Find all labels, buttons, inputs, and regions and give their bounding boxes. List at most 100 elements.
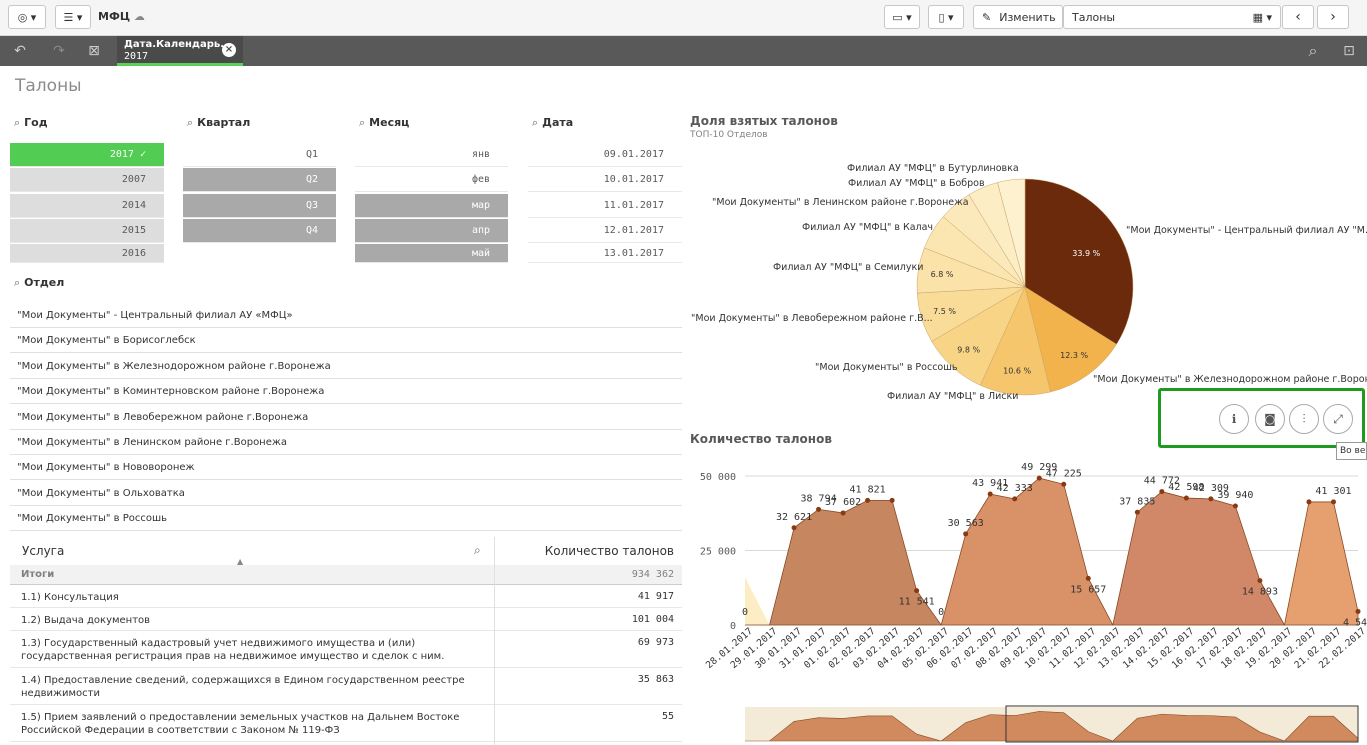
- snapshot-button[interactable]: ◙: [1255, 404, 1285, 434]
- column-header-service[interactable]: Услуга: [22, 544, 65, 558]
- table-row[interactable]: 1.5) Прием заявлений о предоставлении зе…: [10, 705, 682, 742]
- search-icon[interactable]: ⌕: [1308, 41, 1318, 60]
- data-point[interactable]: [1232, 503, 1238, 509]
- listbox-item[interactable]: 10.01.2017: [528, 168, 682, 193]
- table-row[interactable]: 1.2) Выдача документов 101 004: [10, 608, 682, 631]
- table-row[interactable]: 1.3) Государственный кадастровый учет не…: [10, 631, 682, 668]
- data-point[interactable]: [1159, 489, 1165, 495]
- data-point[interactable]: [1257, 578, 1263, 584]
- listbox-item[interactable]: Q3: [183, 193, 336, 218]
- list-item[interactable]: "Мои Документы" в Левобережном районе г.…: [10, 405, 682, 430]
- listbox-item[interactable]: 2015: [10, 218, 164, 243]
- listbox-item[interactable]: 2017 ✓: [10, 143, 164, 167]
- listbox-item[interactable]: 09.01.2017: [528, 143, 682, 167]
- story-button[interactable]: ▭ ▾: [884, 5, 920, 29]
- data-label: 44 772: [1144, 476, 1180, 487]
- column-header-count[interactable]: Количество талонов: [544, 544, 674, 558]
- listbox-item[interactable]: 2007: [10, 168, 164, 193]
- pie-slice[interactable]: [1024, 286, 1117, 393]
- search-icon: ⌕: [14, 276, 21, 289]
- step-back-icon[interactable]: ↶: [14, 43, 26, 59]
- list-item[interactable]: "Мои Документы" в Ленинском районе г.Вор…: [10, 430, 682, 455]
- data-point[interactable]: [1085, 575, 1091, 581]
- list-item[interactable]: "Мои Документы" в Россошь: [10, 506, 682, 532]
- bookmark-button[interactable]: ▯ ▾: [928, 5, 964, 29]
- next-sheet-button[interactable]: ›: [1317, 5, 1349, 29]
- list-item[interactable]: "Мои Документы" в Нововоронеж: [10, 455, 682, 481]
- data-label: 42 333: [997, 483, 1033, 494]
- filter-title-department[interactable]: ⌕ Отдел: [14, 276, 65, 289]
- list-item[interactable]: "Мои Документы" в Коминтерновском районе…: [10, 379, 682, 405]
- column-search-icon[interactable]: ⌕: [474, 543, 481, 557]
- data-point[interactable]: [889, 497, 895, 503]
- fullscreen-button[interactable]: ⤢: [1323, 404, 1353, 434]
- filter-title-quarter[interactable]: ⌕ Квартал: [187, 116, 251, 129]
- data-point[interactable]: [1036, 475, 1042, 481]
- close-icon[interactable]: ×: [222, 43, 236, 57]
- area-series-segment[interactable]: [1283, 501, 1359, 626]
- camera-icon: ◙: [1264, 412, 1276, 426]
- table-row[interactable]: 1.1) Консультация 41 917: [10, 585, 682, 608]
- edit-button[interactable]: ✎ Изменить: [973, 5, 1063, 29]
- list-item[interactable]: "Мои Документы" в Борисоглебск: [10, 328, 682, 354]
- listbox-item[interactable]: Q1: [183, 143, 336, 167]
- data-point[interactable]: [1208, 496, 1214, 502]
- filter-title-date[interactable]: ⌕ Дата: [532, 116, 574, 129]
- listbox-item[interactable]: 2016: [10, 244, 164, 263]
- exploration-button[interactable]: ⫶: [1289, 404, 1319, 434]
- navigation-menu-button[interactable]: ◎ ▾: [8, 5, 46, 29]
- previous-sheet-button[interactable]: ‹: [1282, 5, 1314, 29]
- info-button[interactable]: ℹ: [1219, 404, 1249, 434]
- data-point[interactable]: [791, 525, 797, 531]
- sheet-selector[interactable]: Талоны ▦ ▾: [1063, 5, 1281, 29]
- listbox-item[interactable]: мар: [355, 193, 508, 218]
- pie-slice[interactable]: [997, 178, 1026, 288]
- pie-slice[interactable]: [1024, 178, 1134, 345]
- listbox-item[interactable]: 11.01.2017: [528, 193, 682, 218]
- data-point[interactable]: [1183, 495, 1189, 501]
- listbox-item[interactable]: Q2: [183, 168, 336, 193]
- cell-service: 1.2) Выдача документов: [21, 615, 151, 626]
- data-point[interactable]: [1012, 496, 1018, 502]
- area-chart-title: Количество талонов: [690, 432, 832, 446]
- data-point[interactable]: [840, 510, 846, 516]
- search-icon: ⌕: [532, 116, 539, 129]
- listbox-item[interactable]: 12.01.2017: [528, 218, 682, 243]
- listbox-item[interactable]: 2014: [10, 193, 164, 218]
- listbox-item[interactable]: янв: [355, 143, 508, 167]
- data-point[interactable]: [914, 588, 920, 594]
- selections-tool-icon[interactable]: ⊡: [1343, 43, 1355, 59]
- step-forward-icon[interactable]: ↷: [53, 43, 65, 59]
- pie-slice[interactable]: [979, 286, 1051, 396]
- mini-chart-selection-window[interactable]: [1005, 705, 1359, 743]
- data-point[interactable]: [1061, 481, 1067, 487]
- data-point[interactable]: [816, 506, 822, 512]
- expand-icon: ⤢: [1333, 412, 1343, 426]
- filter-title-year[interactable]: ⌕ Год: [14, 116, 48, 129]
- data-point[interactable]: [987, 491, 993, 497]
- clear-selections-icon[interactable]: ⊠: [88, 43, 100, 59]
- listbox-item[interactable]: апр: [355, 218, 508, 243]
- data-point[interactable]: [865, 497, 871, 503]
- listbox-item[interactable]: 13.01.2017: [528, 244, 682, 263]
- global-menu-button[interactable]: ☰ ▾: [55, 5, 91, 29]
- data-point[interactable]: [1134, 509, 1140, 515]
- data-point[interactable]: [1306, 499, 1312, 505]
- list-item[interactable]: "Мои Документы" - Центральный филиал АУ …: [10, 303, 682, 328]
- selection-chip[interactable]: Дата.Календарь... 2017 ×: [117, 36, 243, 66]
- area-series-segment[interactable]: [940, 477, 1114, 626]
- listbox-item[interactable]: фев: [355, 168, 508, 193]
- app-title: МФЦ ☁: [98, 10, 145, 23]
- data-point[interactable]: [1330, 499, 1336, 505]
- table-row[interactable]: 1.4) Предоставление сведений, содержащих…: [10, 668, 682, 705]
- y-tick-label: 0: [730, 621, 736, 632]
- data-point[interactable]: [963, 531, 969, 537]
- list-item[interactable]: "Мои Документы" в Железнодорожном районе…: [10, 354, 682, 379]
- list-item[interactable]: "Мои Документы" в Ольховатка: [10, 481, 682, 506]
- listbox-item[interactable]: май: [355, 244, 508, 263]
- filter-title-month[interactable]: ⌕ Месяц: [359, 116, 410, 129]
- listbox-item[interactable]: Q4: [183, 218, 336, 243]
- data-point[interactable]: [1355, 608, 1361, 614]
